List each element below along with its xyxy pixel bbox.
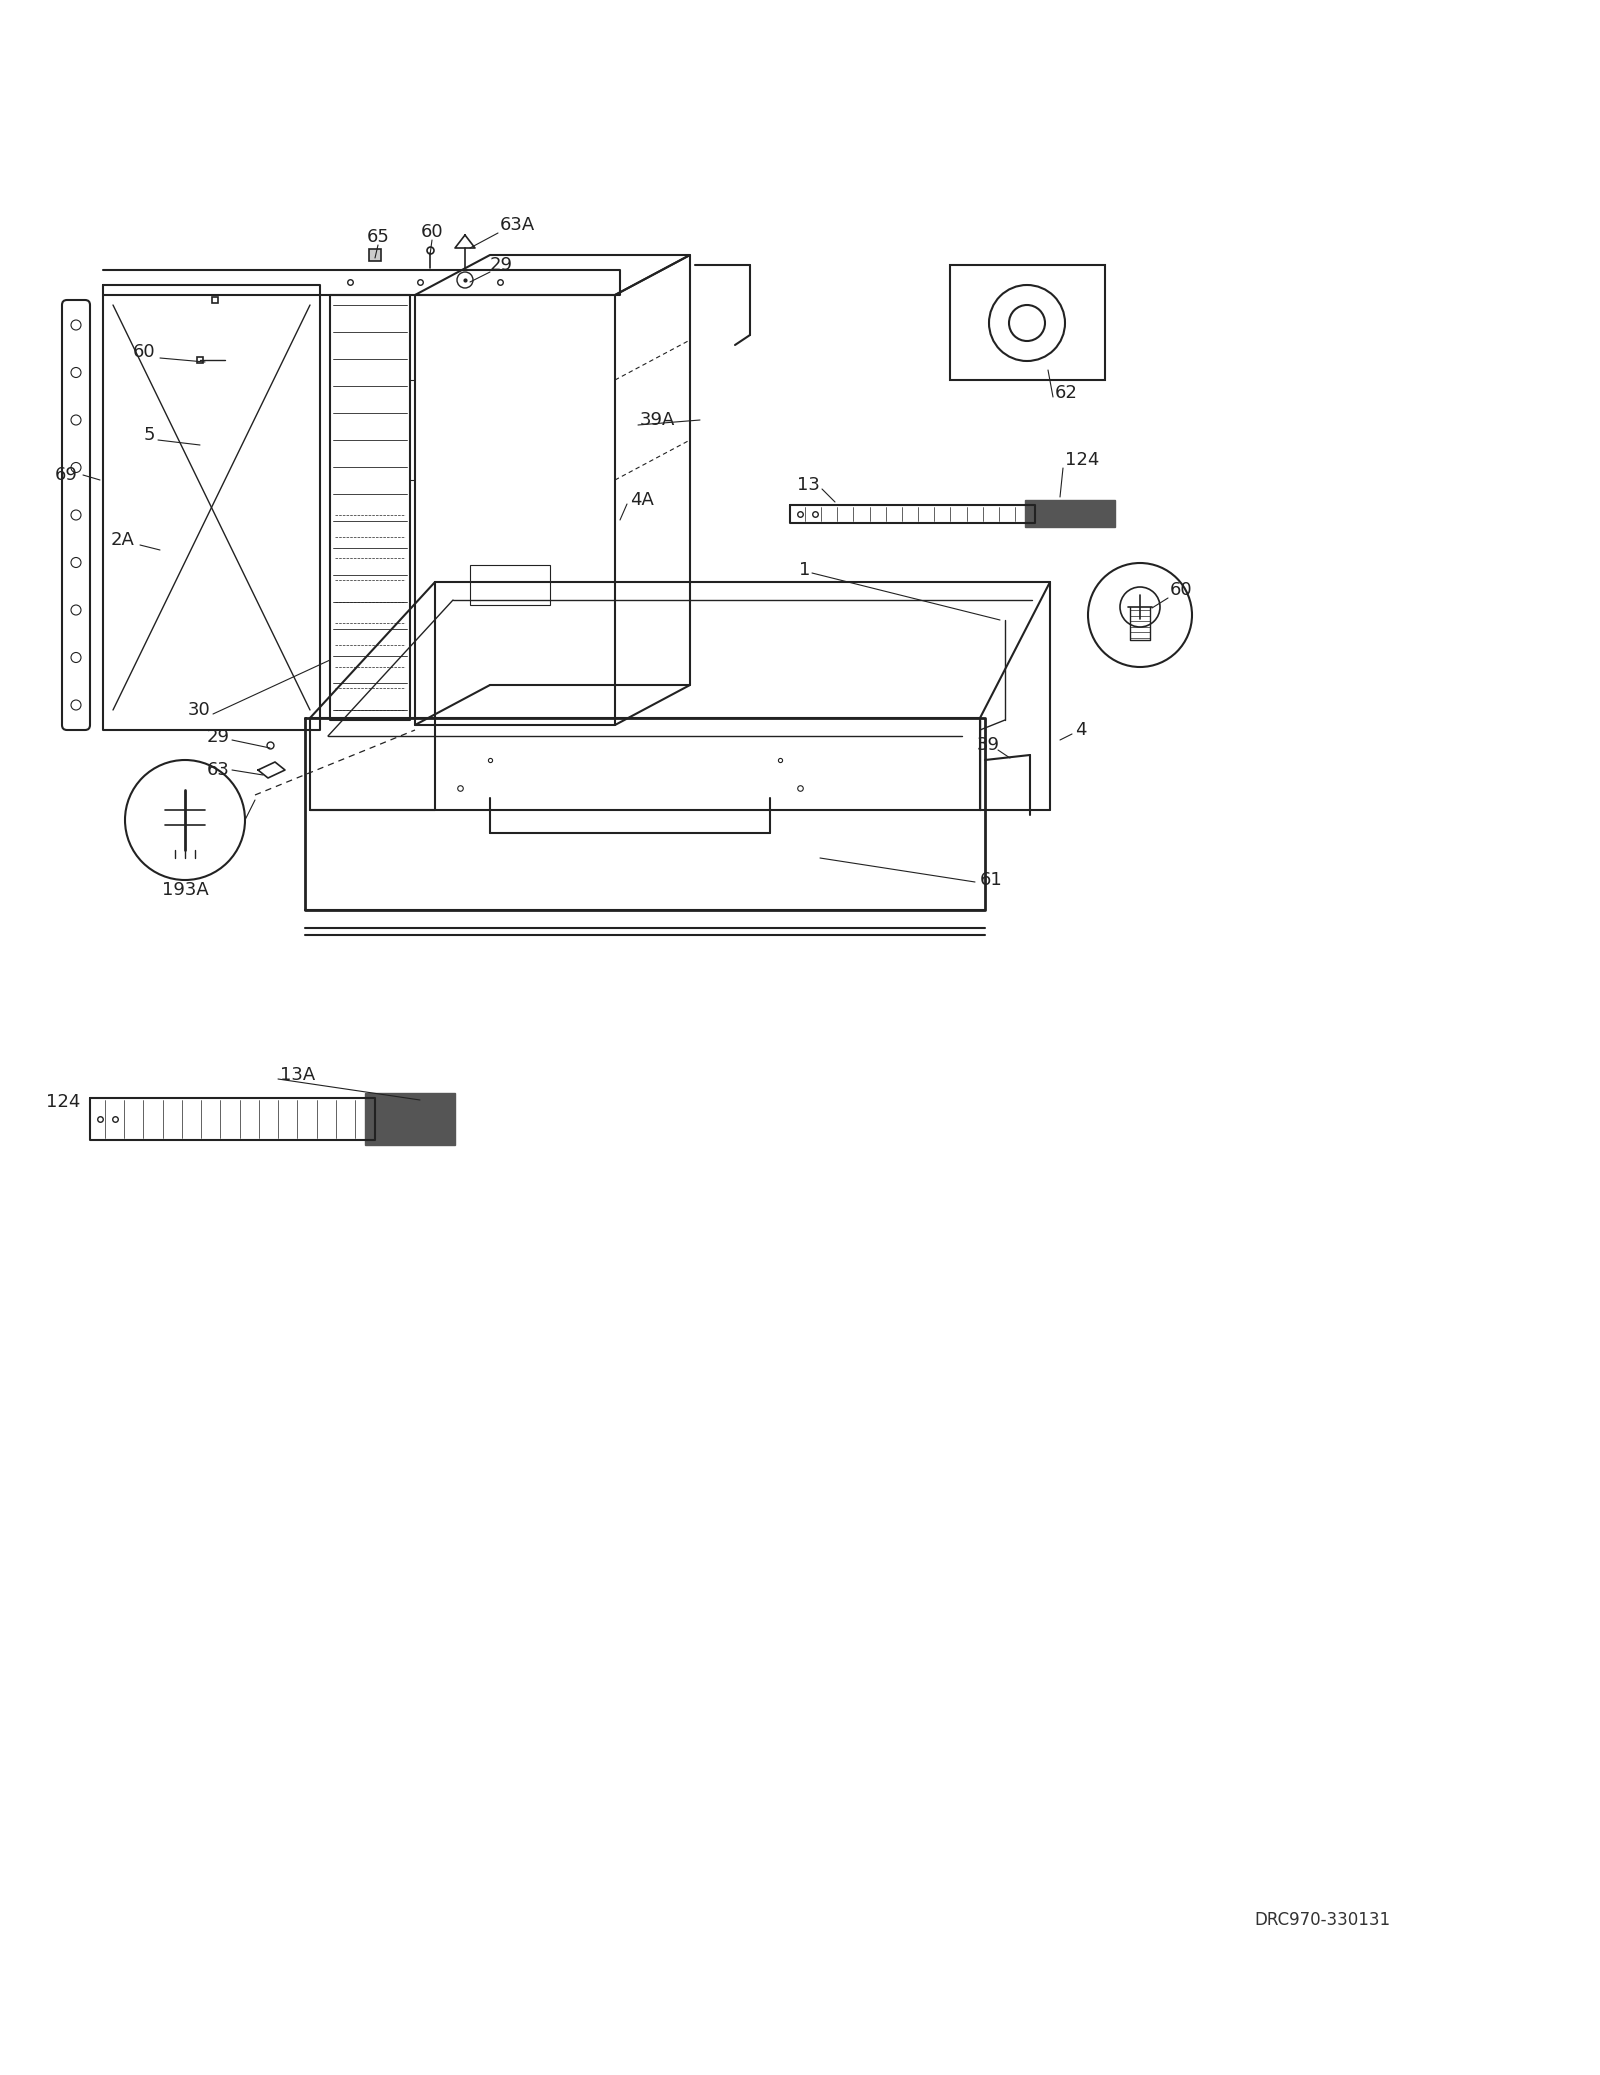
Polygon shape <box>1026 500 1115 527</box>
Text: 29: 29 <box>206 728 230 747</box>
Text: 63: 63 <box>206 762 230 778</box>
Text: 30: 30 <box>187 701 210 720</box>
Text: 5: 5 <box>144 425 155 444</box>
Text: 60: 60 <box>421 222 443 241</box>
Text: 60: 60 <box>133 342 155 361</box>
Text: 65: 65 <box>366 228 389 247</box>
Text: 29: 29 <box>490 255 514 274</box>
Text: 2A: 2A <box>110 531 134 550</box>
Text: 13: 13 <box>797 475 819 494</box>
Text: 39: 39 <box>978 737 1000 753</box>
Text: 62: 62 <box>1054 384 1078 403</box>
Bar <box>470 564 550 606</box>
Bar <box>950 266 1106 380</box>
Text: 60: 60 <box>1170 581 1192 600</box>
Text: 13A: 13A <box>280 1067 315 1083</box>
Text: 4A: 4A <box>630 492 654 508</box>
Text: 1: 1 <box>798 560 810 579</box>
Text: 39A: 39A <box>640 411 675 430</box>
Text: 193A: 193A <box>162 882 208 898</box>
Text: 63A: 63A <box>499 216 536 234</box>
Text: 61: 61 <box>979 872 1003 888</box>
Text: 124: 124 <box>1066 450 1099 469</box>
Text: 124: 124 <box>46 1094 80 1110</box>
Polygon shape <box>365 1094 454 1145</box>
Text: DRC970-330131: DRC970-330131 <box>1254 1911 1390 1930</box>
Text: 69: 69 <box>54 467 78 483</box>
Text: 4: 4 <box>1075 720 1086 739</box>
